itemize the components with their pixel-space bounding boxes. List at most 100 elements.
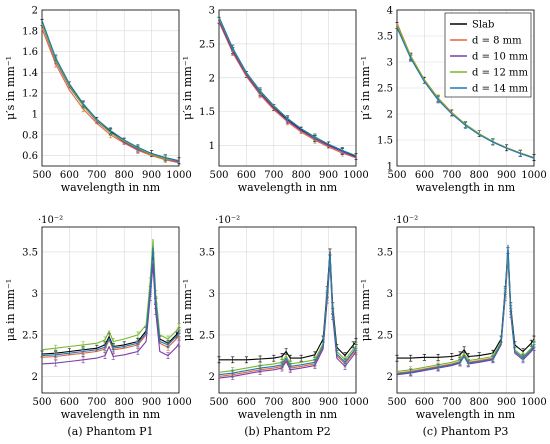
y-tick-label: 3 [387, 289, 393, 300]
x-tick-label: 1000 [343, 170, 368, 181]
y-axis-label: μ′s in mm⁻¹ [181, 56, 194, 120]
y-tick-label: 2 [209, 73, 215, 84]
error-bar [136, 143, 140, 151]
error-bar [518, 150, 522, 157]
series-line-1 [218, 259, 357, 377]
error-bar [217, 356, 221, 364]
error-bar [450, 353, 454, 360]
error-bar [340, 147, 344, 154]
y-tick-label: 3.5 [377, 32, 393, 43]
error-bar [436, 354, 440, 361]
x-tick-label: 700 [442, 397, 461, 408]
error-bar [258, 355, 262, 363]
series-line-1 [218, 21, 357, 159]
error-bar [81, 341, 85, 349]
x-tick-label: 500 [32, 397, 51, 408]
series-group [217, 16, 358, 160]
series-line-4 [218, 253, 357, 376]
error-bar [103, 344, 107, 351]
error-bar [313, 133, 317, 141]
y-tick-label: 3 [209, 6, 215, 17]
x-tick-label: 500 [32, 170, 51, 181]
error-bar [148, 285, 152, 293]
x-tick-label: 900 [142, 170, 161, 181]
error-bar [108, 127, 113, 134]
y-tick-label: 3.5 [22, 247, 38, 258]
error-bar [258, 364, 262, 372]
error-bar [331, 308, 335, 315]
series-group [395, 244, 536, 377]
y-tick-label: 3.5 [377, 247, 393, 258]
y-tick-label: 2.5 [199, 330, 215, 341]
series-line-1 [41, 259, 180, 358]
series-line-4 [41, 247, 180, 357]
error-bar [466, 359, 470, 367]
error-bar [409, 354, 413, 362]
x-tick-label: 900 [142, 397, 161, 408]
y-tick-label: 2 [387, 372, 393, 383]
x-tick-label: 1000 [166, 170, 191, 181]
error-bar [491, 138, 495, 146]
error-bar [163, 154, 167, 161]
x-tick-label: 500 [209, 397, 228, 408]
y-axis-label: μ′s in mm⁻¹ [359, 56, 372, 120]
y-tick-label: 2.5 [199, 39, 215, 50]
error-bar [111, 344, 115, 352]
series-group [217, 248, 358, 380]
error-bar [103, 336, 107, 344]
y-axis-label: μa in mm⁻¹ [359, 279, 372, 341]
error-bar [458, 358, 462, 366]
error-bar [111, 353, 115, 360]
series-line-4 [218, 16, 357, 157]
x-tick-label: 700 [87, 397, 106, 408]
y-tick-label: 3 [209, 289, 215, 300]
series-line-2 [218, 20, 357, 158]
error-bar [325, 291, 329, 299]
error-bar [166, 352, 170, 359]
y-tick-label: 2.5 [377, 84, 393, 95]
error-bar [231, 356, 235, 364]
y-tick-label: 1.6 [22, 47, 38, 58]
y-tick-label: 1.2 [22, 89, 38, 100]
error-bar [272, 354, 276, 362]
error-bar [231, 369, 235, 377]
x-tick-label: 700 [264, 397, 283, 408]
x-tick-label: 700 [87, 170, 106, 181]
panel-caption: (c) Phantom P3 [423, 425, 509, 438]
x-tick-label: 800 [115, 397, 134, 408]
series-line-0 [219, 251, 357, 361]
series-line-2 [218, 261, 357, 379]
error-bar [409, 55, 413, 62]
error-bar [136, 331, 140, 339]
legend-label: d = 14 mm [472, 84, 529, 95]
error-bar [521, 354, 525, 362]
x-tick-label: 600 [60, 397, 79, 408]
x-tick-label: 700 [264, 170, 283, 181]
y-tick-label: 2 [387, 110, 393, 121]
y-tick-label: 3 [387, 58, 393, 69]
plot-frame [396, 226, 535, 394]
legend-label: Slab [472, 20, 494, 31]
series-line-4 [41, 20, 180, 162]
y-tick-label: 2.5 [377, 330, 393, 341]
error-bar [81, 356, 85, 364]
series-line-3 [218, 17, 357, 157]
y-tick-label: 3.5 [199, 247, 215, 258]
x-tick-label: 900 [497, 397, 516, 408]
x-tick-label: 600 [415, 170, 434, 181]
chart-panel-P1-mus: 500 600 700 800 900 1000 0.6 0.8 1 1.2 1.4 1.6 1.8 2 w… [4, 6, 192, 195]
x-axis-label: wavelength in nm [416, 181, 516, 194]
y-tick-label: 2 [209, 372, 215, 383]
y-axis-label: μa in mm⁻¹ [181, 279, 194, 341]
x-tick-label: 1000 [521, 397, 546, 408]
error-bar [436, 363, 440, 371]
error-bar [436, 96, 440, 104]
chart-panel-P1-mua: 500 600 700 800 900 1000 2 2.5 3 3.5 wavelength in… [4, 215, 192, 438]
error-bar [354, 153, 358, 160]
error-bar [136, 348, 140, 355]
y-tick-label: 1.5 [377, 136, 393, 147]
chart-panel-P2-mua: 500 600 700 800 900 1000 2 2.5 3 3.5 wavelength in… [181, 215, 369, 438]
y-tick-label: 0.8 [22, 130, 38, 141]
series-line-3 [218, 255, 357, 373]
